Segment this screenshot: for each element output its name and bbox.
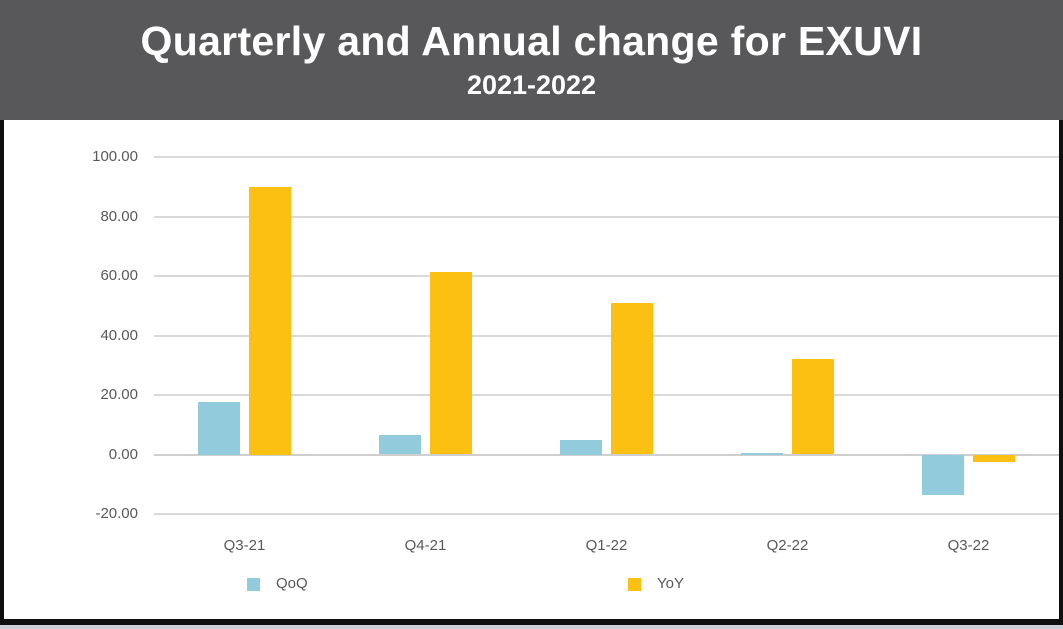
bar-yoy-q3-22 xyxy=(973,454,1015,462)
x-axis-tick-label: Q3-22 xyxy=(947,537,990,554)
gridline-y-40 xyxy=(154,334,1059,337)
x-axis-tick-label: Q1-22 xyxy=(585,537,628,554)
y-axis-tick-label: 100.00 xyxy=(92,148,138,165)
bar-qoq-q3-22 xyxy=(922,454,964,495)
chart-title: Quarterly and Annual change for EXUVI xyxy=(140,18,923,65)
y-axis-tick-label: 80.00 xyxy=(100,207,138,225)
bar-qoq-q2-22 xyxy=(741,453,783,455)
legend-label-qoq: QoQ xyxy=(276,575,308,592)
y-axis-tick-label: 0.00 xyxy=(108,445,138,463)
gridline-y-60 xyxy=(154,275,1059,277)
gridline-y-0 xyxy=(154,453,1059,456)
bar-yoy-q1-22 xyxy=(611,302,653,455)
y-axis-tick-label: 20.00 xyxy=(100,386,138,403)
gridline-y--20 xyxy=(154,513,1059,515)
bar-qoq-q1-22 xyxy=(560,439,602,455)
x-axis-tick-label: Q4-21 xyxy=(404,537,447,554)
plot-area: 100.00 80.00 60.00 40.00 20.00 0.00 -20.00 Q3-2… xyxy=(4,120,1059,619)
legend-item-yoy: YoY xyxy=(628,576,684,592)
bar-qoq-q4-21 xyxy=(379,435,421,455)
gridline-y-20 xyxy=(154,394,1059,396)
y-axis-tick-label: -20.00 xyxy=(95,505,138,522)
x-axis-tick-label: Q3-21 xyxy=(223,537,266,554)
chart-subtitle: 2021-2022 xyxy=(466,69,597,100)
bar-yoy-q3-21 xyxy=(249,186,291,455)
chart-header: Quarterly and Annual change for EXUVI 20… xyxy=(0,0,1063,120)
chart-frame: 100.00 80.00 60.00 40.00 20.00 0.00 -20.00 Q3-2… xyxy=(0,120,1063,625)
bar-yoy-q2-22 xyxy=(792,359,834,455)
y-axis-tick-label: 60.00 xyxy=(100,267,138,284)
bottom-strip xyxy=(0,625,1063,629)
legend-item-qoq: QoQ xyxy=(247,576,308,592)
legend-label-yoy: YoY xyxy=(657,575,684,592)
legend-swatch-yoy xyxy=(628,577,641,591)
y-axis-tick-label: 40.00 xyxy=(100,326,138,344)
bar-qoq-q3-21 xyxy=(198,402,240,455)
gridline-y-100 xyxy=(154,156,1059,158)
bar-yoy-q4-21 xyxy=(430,271,472,455)
x-axis-tick-label: Q2-22 xyxy=(766,537,809,554)
legend-swatch-qoq xyxy=(247,577,260,591)
gridline-y-80 xyxy=(154,215,1059,218)
